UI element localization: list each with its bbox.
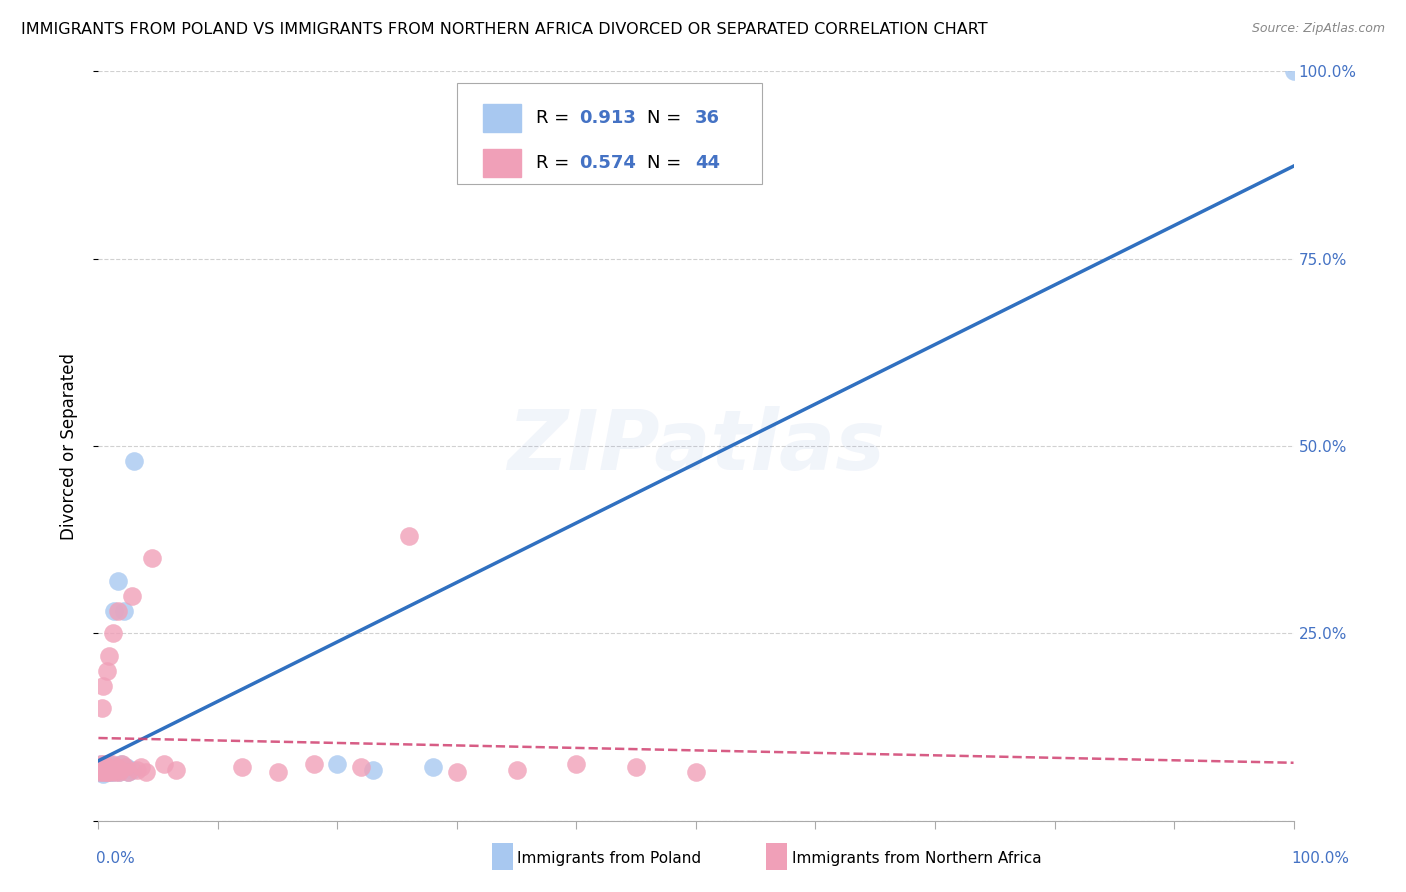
Text: 0.0%: 0.0% [96,851,135,865]
Point [446,764,468,779]
Point [104,760,127,774]
Point [96,764,118,779]
Text: ZIPatlas: ZIPatlas [508,406,884,486]
Point [91,764,114,779]
Point [685,764,707,779]
Point [89,764,111,779]
Point [108,763,131,777]
Point [124,454,146,468]
Text: IMMIGRANTS FROM POLAND VS IMMIGRANTS FROM NORTHERN AFRICA DIVORCED OR SEPARATED : IMMIGRANTS FROM POLAND VS IMMIGRANTS FRO… [21,22,987,37]
Text: N =: N = [647,153,688,172]
Point [135,764,157,779]
Point [117,764,139,779]
Text: Source: ZipAtlas.com: Source: ZipAtlas.com [1251,22,1385,36]
Text: R =: R = [536,153,575,172]
Point [363,763,385,777]
Point [94,763,117,777]
Point [91,764,114,778]
Point [107,764,129,779]
Point [91,701,114,715]
Text: 36: 36 [695,109,720,127]
Text: 0.574: 0.574 [579,153,636,172]
Point [90,757,112,772]
Text: 100.0%: 100.0% [1292,851,1350,865]
Point [103,604,125,618]
Point [117,764,139,779]
Point [422,760,444,774]
Point [97,763,120,777]
Point [101,626,124,640]
Point [97,763,120,777]
Point [107,604,129,618]
Point [98,757,121,772]
Point [91,760,114,774]
Point [165,763,187,777]
Point [98,648,121,663]
Point [231,760,253,774]
Point [1282,64,1305,78]
Point [107,574,129,588]
FancyBboxPatch shape [457,83,762,184]
Point [107,764,129,779]
Text: N =: N = [647,109,688,127]
Point [90,761,112,775]
Point [350,760,373,774]
Point [93,757,115,772]
Point [98,764,122,779]
Text: Immigrants from Northern Africa: Immigrants from Northern Africa [792,851,1042,865]
Text: 44: 44 [695,153,720,172]
Point [98,764,122,779]
Point [626,760,648,774]
Bar [484,149,522,177]
Point [565,757,588,772]
Point [90,763,112,777]
Point [267,764,290,779]
Point [101,764,124,779]
Point [93,764,115,779]
Point [100,763,122,777]
Point [96,758,118,772]
Point [125,763,148,777]
Point [93,761,115,775]
Y-axis label: Divorced or Separated: Divorced or Separated [59,352,77,540]
Point [91,760,114,774]
Point [103,763,125,777]
Point [121,763,143,777]
Point [91,760,114,774]
Point [94,760,117,774]
Bar [484,103,522,132]
Point [100,757,122,772]
Point [141,551,163,566]
Point [93,759,115,773]
Point [131,760,153,774]
Point [91,764,114,779]
Point [114,760,136,774]
Point [96,664,118,678]
Point [91,679,114,693]
Point [112,604,135,618]
Point [104,764,127,779]
Point [115,760,138,774]
Point [121,589,143,603]
Point [94,760,117,774]
Point [89,764,111,779]
Point [96,764,118,779]
Point [326,757,349,772]
Point [110,757,132,772]
Point [90,757,112,772]
Text: 0.913: 0.913 [579,109,636,127]
Text: R =: R = [536,109,575,127]
Point [94,764,117,779]
Point [111,757,134,772]
Point [398,529,420,543]
Point [91,763,114,777]
Point [153,757,176,772]
Point [506,763,529,777]
Point [97,764,120,779]
Point [98,760,122,774]
Point [105,760,128,774]
Text: Immigrants from Poland: Immigrants from Poland [517,851,702,865]
Point [91,767,114,781]
Point [302,757,325,772]
